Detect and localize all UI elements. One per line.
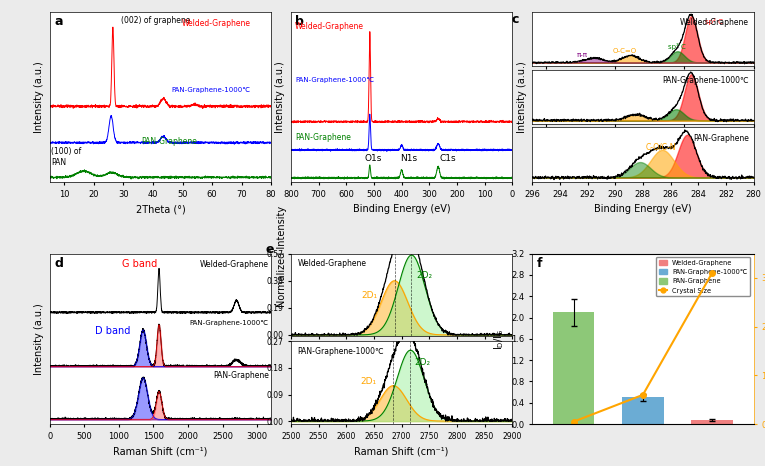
Text: N1s: N1s	[400, 154, 418, 163]
Text: Normalized Intensity: Normalized Intensity	[277, 206, 288, 307]
Text: Welded-Graphene: Welded-Graphene	[680, 18, 749, 27]
Y-axis label: Intensity (a.u.): Intensity (a.u.)	[275, 61, 285, 133]
Text: 2D₁: 2D₁	[360, 377, 376, 386]
Text: D band: D band	[95, 326, 130, 336]
X-axis label: 2Theta (°): 2Theta (°)	[135, 204, 185, 214]
Text: d: d	[54, 257, 63, 270]
Y-axis label: Intensity (a.u.): Intensity (a.u.)	[34, 61, 44, 133]
Text: PAN-Graphene-1000℃: PAN-Graphene-1000℃	[295, 77, 374, 83]
Bar	[553, 312, 594, 424]
Text: PAN-Graphene-1000℃: PAN-Graphene-1000℃	[171, 87, 250, 93]
Text: C1s: C1s	[440, 154, 457, 163]
Text: f: f	[536, 257, 542, 270]
Text: O-C=O: O-C=O	[613, 48, 636, 55]
Text: Welded-Graphene: Welded-Graphene	[298, 260, 366, 268]
Text: PAN-Graphene: PAN-Graphene	[142, 137, 197, 145]
Text: O1s: O1s	[364, 154, 382, 163]
Text: G band: G band	[122, 259, 158, 268]
Text: PAN-Graphene: PAN-Graphene	[693, 134, 749, 143]
Text: c: c	[511, 13, 519, 26]
Text: Welded-Graphene: Welded-Graphene	[181, 19, 250, 28]
Text: PAN-Graphene-1000℃: PAN-Graphene-1000℃	[298, 347, 384, 356]
Text: PAN-Graphene: PAN-Graphene	[213, 371, 269, 380]
X-axis label: Binding Energy (eV): Binding Energy (eV)	[594, 204, 692, 214]
Text: 2D₂: 2D₂	[416, 271, 432, 280]
Text: (100) of
PAN: (100) of PAN	[51, 147, 81, 167]
Text: π-π: π-π	[577, 52, 588, 58]
Text: sp³ C: sp³ C	[668, 43, 685, 50]
Text: PAN-Graphene-1000℃: PAN-Graphene-1000℃	[662, 76, 749, 85]
Y-axis label: I$_\mathrm{D}$/I$_\mathrm{G}$: I$_\mathrm{D}$/I$_\mathrm{G}$	[492, 328, 506, 350]
Text: sp² C: sp² C	[705, 18, 723, 25]
Text: PAN-Graphene-1000℃: PAN-Graphene-1000℃	[190, 320, 269, 326]
X-axis label: Raman Shift (cm⁻¹): Raman Shift (cm⁻¹)	[354, 446, 449, 456]
Y-axis label: Intensity (a.u.): Intensity (a.u.)	[34, 303, 44, 375]
X-axis label: Raman Shift (cm⁻¹): Raman Shift (cm⁻¹)	[113, 446, 207, 456]
Bar	[692, 420, 733, 424]
Text: Welded-Graphene: Welded-Graphene	[200, 260, 269, 269]
Text: Welded-Graphene: Welded-Graphene	[295, 22, 364, 31]
Legend: Welded-Graphene, PAN-Graphene-1000℃, PAN-Graphene, Crystal Size: Welded-Graphene, PAN-Graphene-1000℃, PAN…	[656, 257, 750, 296]
Y-axis label: Intensity (a.u.): Intensity (a.u.)	[516, 61, 526, 133]
Text: PAN-Graphene: PAN-Graphene	[295, 133, 351, 142]
Bar	[622, 397, 663, 424]
X-axis label: Binding Energy (eV): Binding Energy (eV)	[353, 204, 451, 214]
Text: C-O/C-N: C-O/C-N	[646, 143, 676, 152]
Text: (002) of graphene: (002) of graphene	[121, 16, 190, 25]
Text: 2D₂: 2D₂	[415, 358, 431, 367]
Text: a: a	[54, 15, 63, 28]
Text: 2D₁: 2D₁	[361, 290, 377, 300]
Text: b: b	[295, 15, 304, 28]
Text: e: e	[265, 243, 274, 256]
